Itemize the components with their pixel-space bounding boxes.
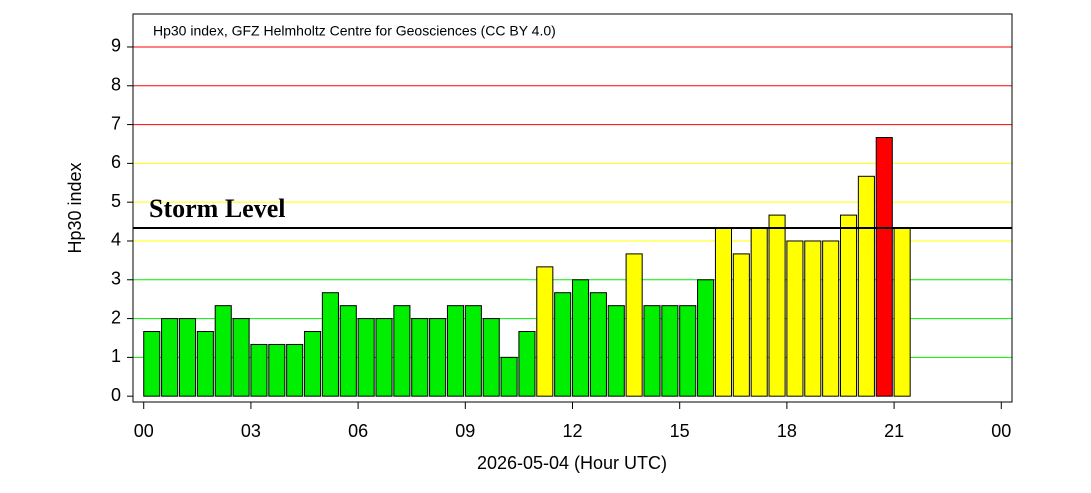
y-tick-label: 2: [111, 307, 121, 327]
bar: [429, 318, 447, 397]
bar: [893, 227, 911, 397]
bar: [554, 292, 572, 397]
bar: [321, 292, 339, 397]
bar: [411, 318, 429, 397]
x-tick-label: 03: [241, 421, 261, 441]
y-tick-label: 0: [111, 385, 121, 405]
y-tick-label: 4: [111, 230, 121, 250]
y-tick-label: 8: [111, 75, 121, 95]
bar: [589, 292, 607, 397]
bar: [679, 305, 697, 397]
y-tick-label: 9: [111, 36, 121, 56]
chart-title: Hp30 index, GFZ Helmholtz Centre for Geo…: [153, 23, 556, 39]
bar: [196, 331, 214, 397]
x-tick-label: 00: [991, 421, 1011, 441]
y-axis-label: Hp30 index: [65, 162, 85, 253]
bar: [143, 331, 161, 397]
bar: [161, 318, 179, 397]
bar: [804, 240, 822, 397]
bar: [857, 175, 875, 397]
x-tick-label: 12: [562, 421, 582, 441]
bar: [464, 305, 482, 397]
y-tick-label: 3: [111, 269, 121, 289]
y-tick-label: 5: [111, 191, 121, 211]
bar: [178, 318, 197, 397]
bar: [607, 305, 625, 397]
bar: [393, 305, 411, 397]
bar: [482, 318, 500, 397]
bar: [661, 305, 679, 397]
y-tick-label: 6: [111, 152, 121, 172]
bar: [250, 343, 268, 397]
plot-frame: [132, 13, 1013, 403]
bar: [822, 240, 840, 397]
x-tick-label: 00: [134, 421, 154, 441]
x-tick-label: 09: [455, 421, 475, 441]
storm-level-label: Storm Level: [149, 194, 285, 223]
x-axis-label: 2026-05-04 (Hour UTC): [477, 453, 667, 473]
bar: [750, 227, 768, 397]
x-tick-label: 18: [777, 421, 797, 441]
bar: [232, 318, 250, 397]
bar: [697, 279, 715, 397]
bar: [500, 356, 518, 397]
bar: [357, 318, 375, 397]
bar: [446, 305, 465, 397]
bar: [732, 253, 750, 397]
bar: [286, 343, 304, 397]
bar: [625, 253, 643, 397]
x-tick-label: 15: [670, 421, 690, 441]
bar: [268, 343, 286, 397]
bar: [839, 214, 858, 397]
bar: [768, 214, 786, 397]
x-tick-label: 06: [348, 421, 368, 441]
bar: [786, 240, 804, 397]
bar: [518, 331, 536, 397]
bar: [375, 318, 393, 397]
bar: [536, 266, 554, 397]
bar: [214, 305, 232, 397]
bar: [304, 331, 322, 397]
bar: [643, 305, 661, 397]
bar: [875, 137, 893, 397]
bar: [572, 279, 590, 397]
y-tick-label: 7: [111, 113, 121, 133]
x-tick-label: 21: [884, 421, 904, 441]
bar: [714, 227, 733, 397]
y-tick-label: 1: [111, 346, 121, 366]
bar: [339, 305, 357, 397]
